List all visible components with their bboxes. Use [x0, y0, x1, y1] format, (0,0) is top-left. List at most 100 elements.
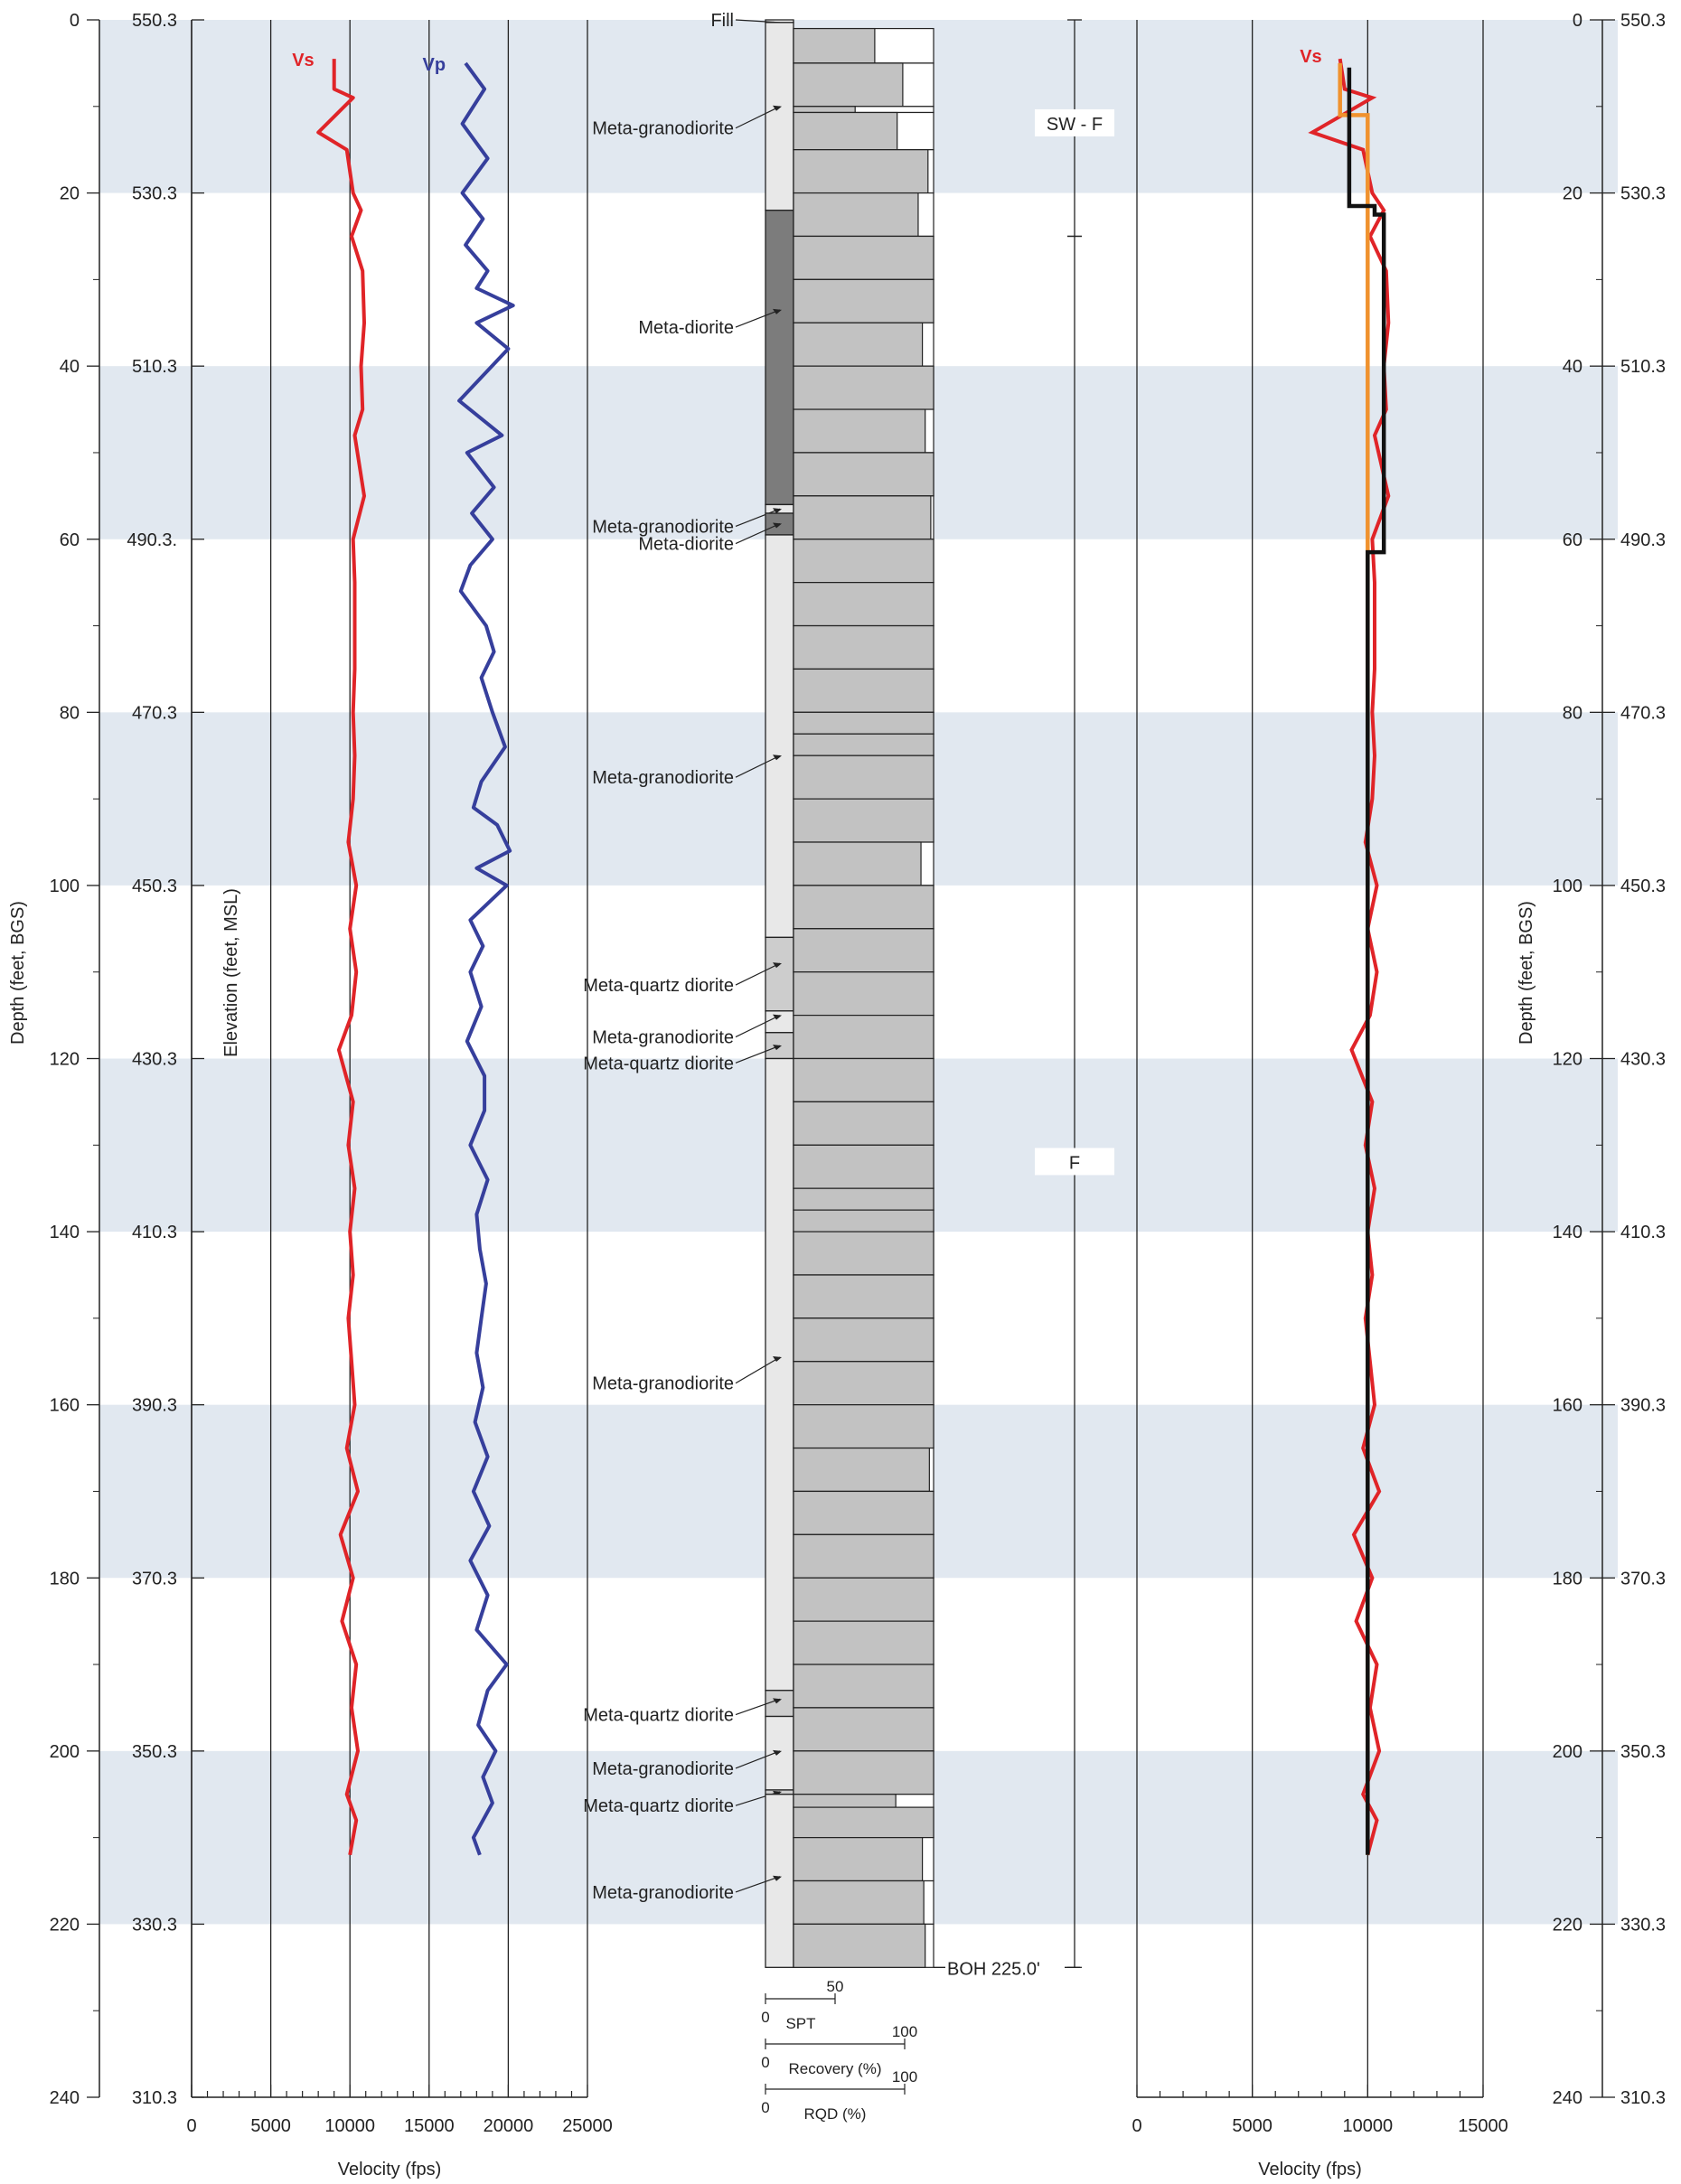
left-x-tick-label: 15000: [404, 2116, 455, 2136]
left-series-line-vs: [316, 59, 366, 1856]
core-recovery-bar: [793, 711, 934, 735]
left-depth-tick-label: 60: [60, 530, 80, 550]
lithology-label: Meta-quartz diorite: [583, 976, 734, 996]
core-recovery-bar: [793, 539, 934, 584]
core-recovery-bar: [793, 149, 929, 194]
right-series-line-profile-1: [1338, 62, 1370, 1855]
core-recovery-bar: [793, 1490, 934, 1535]
boring-log-column: FillMeta-granodioriteMeta-dioriteMeta-gr…: [583, 11, 1114, 2123]
lithology-label: Meta-granodiorite: [592, 1374, 734, 1394]
lithology-arrow-head: [773, 1790, 782, 1796]
right-elevation-tick-label: 350.3: [1620, 1742, 1666, 1762]
boh-label-bg: [945, 1954, 1065, 1982]
lithology-leader-line: [735, 522, 781, 545]
right-elevation-tick-label: 410.3: [1620, 1223, 1666, 1242]
lithology-unit: [765, 1794, 794, 1968]
lithology-label: Meta-granodiorite: [592, 1759, 734, 1779]
lithology-unit: [765, 534, 794, 939]
scale-min-label: 0: [761, 2054, 769, 2071]
core-recovery-bar: [793, 1317, 934, 1363]
lithology-arrow-head: [773, 962, 782, 969]
core-recovery-bar: [793, 928, 934, 973]
right-series-line-vs: [1308, 58, 1391, 1856]
left-depth-tick-label: 140: [50, 1223, 80, 1242]
right-depth-tick-label: 20: [1563, 184, 1582, 204]
right-x-tick-label: 5000: [1232, 2116, 1272, 2136]
core-recovery-bar: [793, 1620, 934, 1665]
lithology-label: Meta-diorite: [638, 535, 734, 555]
left-depth-tick-label: 40: [60, 357, 80, 377]
lithology-leader-line: [735, 962, 781, 986]
left-series-line-vp: [457, 61, 515, 1856]
right-elevation-tick-label: 450.3: [1620, 876, 1666, 896]
lithology-leader-line: [735, 1750, 781, 1769]
elevation-tick-label: 430.3: [132, 1050, 177, 1070]
left-series-label-vs: Vs: [292, 51, 314, 70]
left-x-tick-label: 25000: [562, 2116, 613, 2136]
core-recovery-bar: [793, 1879, 925, 1926]
right-series-label-vs: Vs: [1300, 47, 1321, 67]
lithology-label: Meta-quartz diorite: [583, 1796, 734, 1816]
lithology-leader-line: [735, 309, 781, 328]
right-depth-tick-label: 80: [1563, 703, 1582, 723]
core-recovery-bar: [793, 322, 924, 367]
elevation-tick-label: 390.3: [132, 1396, 177, 1416]
core-recovery-bar: [793, 1101, 934, 1146]
core-recovery-bar: [793, 1750, 934, 1795]
core-recovery-bar: [793, 668, 934, 713]
core-recovery-bar: [793, 1447, 930, 1493]
right-elevation-tick-label: 370.3: [1620, 1569, 1666, 1589]
core-recovery-bar: [793, 452, 934, 497]
core-recovery-bar: [793, 798, 934, 843]
left-x-tick-label: 5000: [250, 2116, 291, 2136]
core-recovery-bar: [793, 106, 856, 114]
core-recovery-bar: [793, 408, 926, 454]
right-x-axis-title: Velocity (fps): [1258, 2160, 1361, 2179]
core-recovery-bar: [793, 885, 934, 930]
lithology-arrow-head: [773, 755, 782, 761]
lithology-label: Meta-quartz diorite: [583, 1706, 734, 1726]
lithology-arrow-head: [773, 105, 782, 111]
lithology-label: Meta-quartz diorite: [583, 1054, 734, 1073]
core-recovery-bar: [793, 1577, 934, 1622]
elevation-tick-label: 530.3: [132, 184, 177, 204]
lithology-leader-line: [735, 508, 781, 527]
core-recovery-bar: [793, 1837, 924, 1882]
lithology-label: Meta-granodiorite: [592, 1883, 734, 1903]
lithology-arrow-head: [773, 1014, 782, 1020]
elevation-tick-label: 450.3: [132, 876, 177, 896]
core-recovery-bar: [793, 1187, 934, 1211]
elevation-tick-label: 490.3.: [127, 530, 177, 550]
lithology-arrow-head: [773, 1698, 782, 1704]
elevation-tick-label: 470.3: [132, 703, 177, 723]
lithology-leader-line: [735, 1698, 781, 1716]
left-depth-tick-label: 240: [50, 2088, 80, 2108]
right-depth-tick-label: 0: [1573, 11, 1582, 31]
lithology-unit: [765, 1715, 794, 1791]
core-recovery-bar: [793, 1144, 934, 1189]
left-depth-tick-label: 220: [50, 1915, 80, 1935]
scale-title: Recovery (%): [789, 2060, 882, 2077]
right-depth-tick-label: 140: [1553, 1223, 1582, 1242]
right-elevation-tick-label: 430.3: [1620, 1050, 1666, 1070]
lithology-arrow-head: [773, 1045, 782, 1051]
elevation-tick-label: 510.3: [132, 357, 177, 377]
lithology-arrow-head: [773, 1749, 782, 1756]
left-velocity-plot: 0 20 40 60 80 100 120 140 160 180 200 220 240 550.3 53…: [8, 11, 613, 2179]
core-recovery-bar: [793, 495, 932, 540]
core-recovery-bar: [793, 1231, 934, 1276]
core-recovery-bar: [793, 1404, 934, 1449]
elevation-tick-label: 550.3: [132, 11, 177, 31]
right-depth-tick-label: 220: [1553, 1915, 1582, 1935]
elevation-tick-label: 410.3: [132, 1223, 177, 1242]
right-x-tick-label: 15000: [1458, 2116, 1508, 2136]
lithology-arrow-head: [773, 1875, 782, 1881]
lithology-unit: [765, 210, 794, 506]
right-elevation-tick-label: 550.3: [1620, 11, 1666, 31]
scale-max-label: 100: [892, 2068, 917, 2086]
core-recovery-bar: [793, 1923, 926, 1968]
core-recovery-bar: [793, 111, 898, 151]
lithology-label: Meta-granodiorite: [592, 768, 734, 788]
core-recovery-bar: [793, 278, 934, 323]
